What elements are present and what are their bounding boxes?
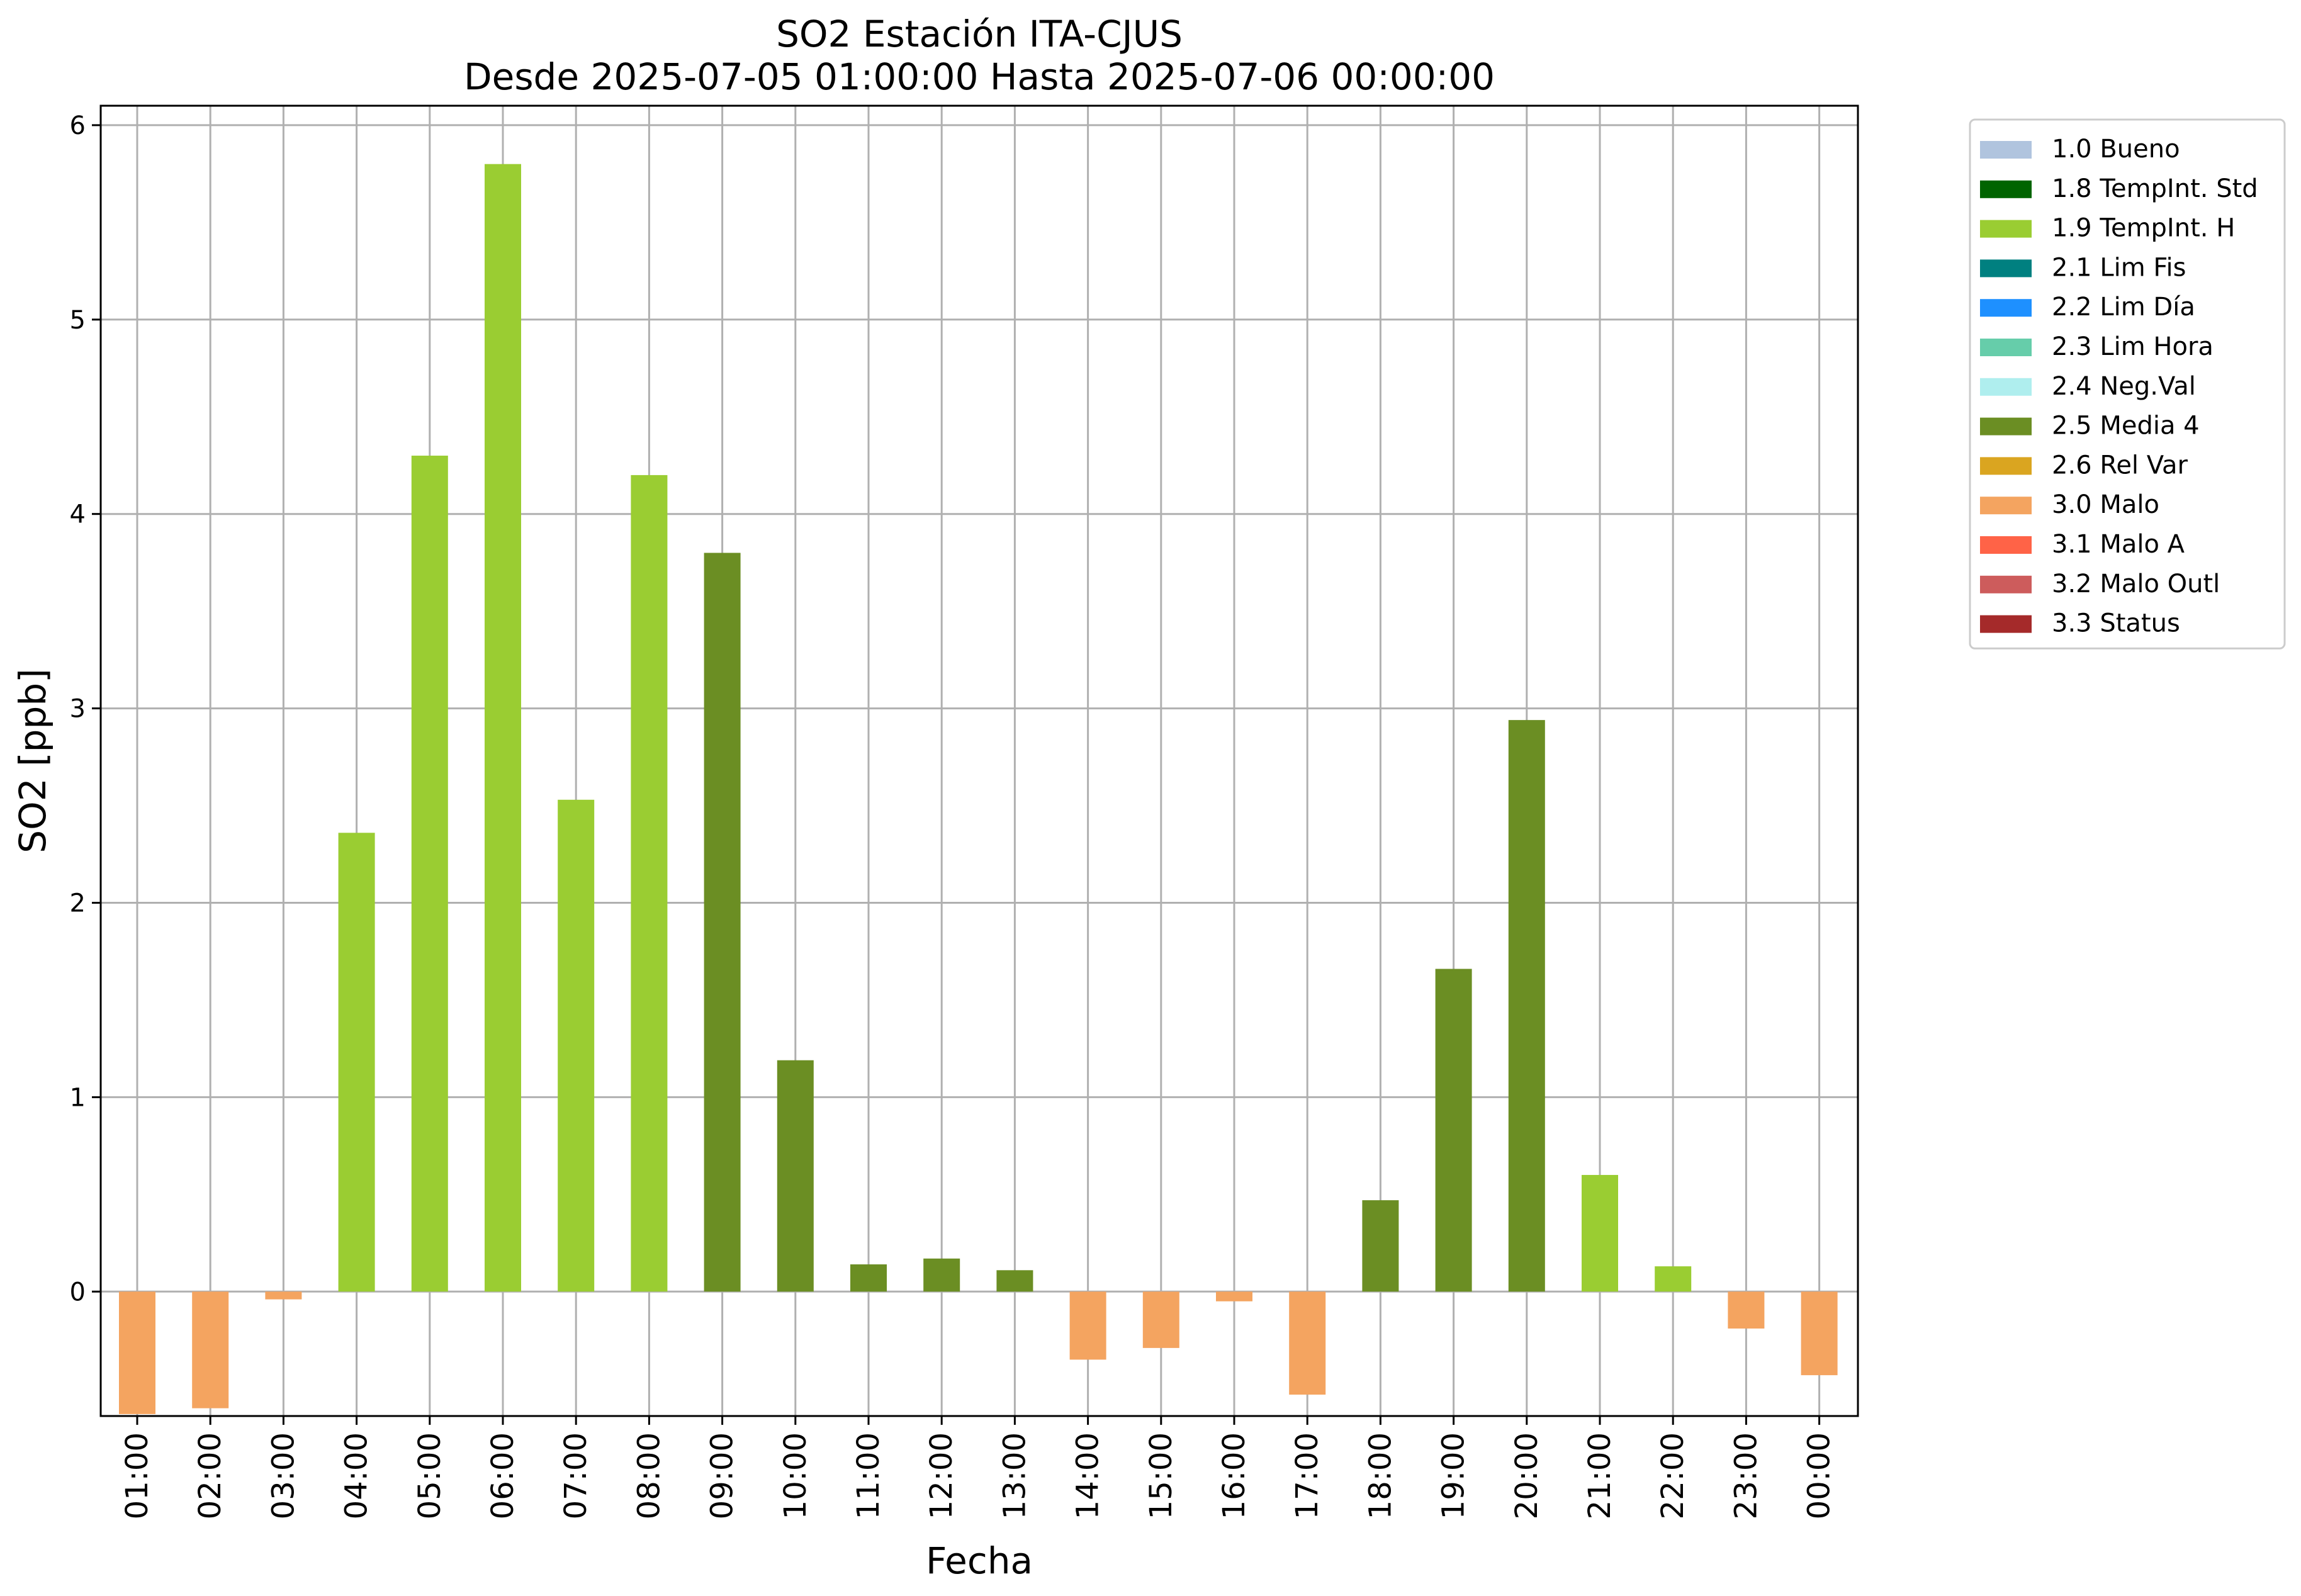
bar-0100 bbox=[119, 1291, 155, 1414]
plot-frame bbox=[99, 104, 1859, 1417]
legend-swatch bbox=[1980, 299, 2032, 317]
x-tick-label: 04:00 bbox=[339, 1432, 374, 1519]
bar-2100 bbox=[1582, 1174, 1618, 1292]
legend-label: 3.3 Status bbox=[2052, 609, 2180, 638]
x-tick-label: 08:00 bbox=[631, 1432, 667, 1519]
bar-1700 bbox=[1289, 1291, 1326, 1395]
y-axis-label: SO2 [ppb] bbox=[11, 668, 54, 853]
y-tick-label: 0 bbox=[70, 1278, 86, 1307]
bar-0500 bbox=[411, 456, 448, 1292]
x-tick-label: 23:00 bbox=[1728, 1432, 1764, 1519]
legend-label: 2.6 Rel Var bbox=[2052, 451, 2188, 480]
bar-0300 bbox=[265, 1291, 302, 1300]
bar-1600 bbox=[1216, 1291, 1252, 1301]
bars bbox=[119, 164, 1838, 1414]
legend-swatch bbox=[1980, 259, 2032, 278]
legend-label: 2.5 Media 4 bbox=[2052, 412, 2200, 441]
y-tick-label: 2 bbox=[70, 889, 86, 918]
x-tick-label: 07:00 bbox=[558, 1432, 594, 1519]
x-tick-label: 12:00 bbox=[924, 1432, 959, 1519]
bar-2300 bbox=[1728, 1291, 1765, 1329]
x-tick-label: 10:00 bbox=[778, 1432, 813, 1519]
legend-label: 1.8 TempInt. Std bbox=[2052, 174, 2258, 203]
legend-swatch bbox=[1980, 339, 2032, 356]
x-tick-label: 19:00 bbox=[1436, 1432, 1471, 1519]
y-ticks: 0 1 2 3 4 5 6 bbox=[70, 111, 101, 1307]
legend-label: 3.2 Malo Outl bbox=[2052, 570, 2220, 598]
bar-2200 bbox=[1655, 1266, 1692, 1292]
x-tick-label: 03:00 bbox=[266, 1432, 301, 1519]
bar-0800 bbox=[631, 475, 668, 1292]
x-axis-label: Fecha bbox=[926, 1539, 1033, 1582]
legend-frame bbox=[1969, 118, 2286, 649]
x-tick-label: 14:00 bbox=[1071, 1432, 1106, 1519]
legend-swatch bbox=[1980, 457, 2032, 475]
x-tick-label: 05:00 bbox=[412, 1432, 447, 1519]
legend-label: 2.2 Lim Día bbox=[2052, 293, 2195, 322]
x-tick-label: 18:00 bbox=[1363, 1432, 1398, 1519]
bar-1400 bbox=[1069, 1291, 1106, 1360]
bar-1900 bbox=[1435, 969, 1472, 1292]
legend-swatch bbox=[1980, 575, 2032, 593]
bar-2000 bbox=[1508, 720, 1545, 1292]
legend-label: 3.0 Malo bbox=[2052, 490, 2159, 519]
y-tick-label: 6 bbox=[70, 111, 86, 140]
x-tick-label: 00:00 bbox=[1802, 1432, 1837, 1519]
legend: 1.0 Bueno 1.8 TempInt. Std 1.9 TempInt. H 2… bbox=[1969, 118, 2286, 649]
x-tick-label: 06:00 bbox=[485, 1432, 520, 1519]
x-tick-label: 02:00 bbox=[193, 1432, 228, 1519]
bar-1300 bbox=[996, 1270, 1033, 1292]
chart-title: SO2 Estación ITA-CJUS bbox=[776, 13, 1183, 55]
legend-swatch bbox=[1980, 141, 2032, 159]
legend-swatch bbox=[1980, 220, 2032, 238]
x-tick-label: 13:00 bbox=[997, 1432, 1032, 1519]
legend-swatch bbox=[1980, 417, 2032, 436]
x-tick-label: 17:00 bbox=[1290, 1432, 1325, 1519]
legend-swatch bbox=[1980, 180, 2032, 198]
y-tick-label: 5 bbox=[70, 306, 86, 335]
bar-1800 bbox=[1362, 1200, 1399, 1292]
bar-1100 bbox=[850, 1264, 887, 1292]
legend-label: 1.9 TempInt. H bbox=[2052, 214, 2235, 243]
x-tick-label: 09:00 bbox=[705, 1432, 740, 1519]
legend-label: 1.0 Bueno bbox=[2052, 135, 2180, 164]
legend-label: 2.3 Lim Hora bbox=[2052, 332, 2214, 361]
bar-0000 bbox=[1801, 1291, 1838, 1376]
y-tick-label: 3 bbox=[70, 695, 86, 724]
y-tick-label: 1 bbox=[70, 1083, 86, 1112]
x-tick-label: 15:00 bbox=[1144, 1432, 1179, 1519]
legend-label: 2.1 Lim Fis bbox=[2052, 253, 2186, 282]
legend-swatch bbox=[1980, 536, 2032, 554]
bar-1000 bbox=[777, 1060, 814, 1292]
x-tick-label: 22:00 bbox=[1655, 1432, 1691, 1519]
x-tick-label: 01:00 bbox=[120, 1432, 155, 1519]
x-tick-label: 21:00 bbox=[1582, 1432, 1617, 1519]
bar-0600 bbox=[485, 164, 521, 1292]
x-tick-label: 16:00 bbox=[1217, 1432, 1252, 1519]
chart-subtitle: Desde 2025-07-05 01:00:00 Hasta 2025-07-… bbox=[464, 55, 1495, 98]
y-tick-label: 4 bbox=[70, 500, 86, 529]
legend-swatch bbox=[1980, 378, 2032, 396]
x-ticks: 01:00 02:00 03:00 04:00 05:00 06:00 07:00 08:00… bbox=[120, 1416, 1837, 1519]
bar-1500 bbox=[1142, 1291, 1179, 1348]
legend-swatch bbox=[1980, 497, 2032, 515]
x-tick-label: 20:00 bbox=[1509, 1432, 1544, 1519]
bar-0400 bbox=[338, 833, 375, 1292]
legend-label: 3.1 Malo A bbox=[2052, 530, 2185, 559]
legend-swatch bbox=[1980, 615, 2032, 633]
bar-1200 bbox=[923, 1258, 960, 1292]
legend-label: 2.4 Neg.Val bbox=[2052, 372, 2196, 401]
bar-0200 bbox=[192, 1291, 229, 1408]
bar-0900 bbox=[704, 553, 741, 1292]
bar-0700 bbox=[558, 799, 595, 1292]
x-tick-label: 11:00 bbox=[851, 1432, 886, 1519]
